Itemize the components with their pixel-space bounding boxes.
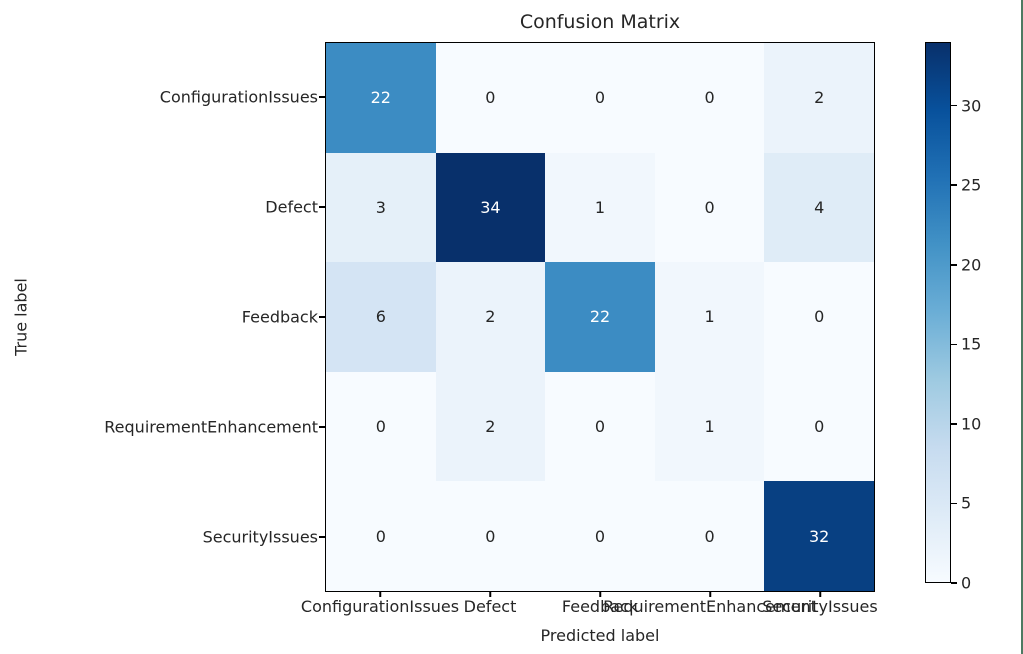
x-tick-mark <box>599 592 601 597</box>
matrix-cell: 0 <box>654 43 765 153</box>
window-edge-line <box>1021 0 1023 654</box>
colorbar-tick-mark <box>951 343 957 346</box>
x-tick-label: Feedback <box>561 597 639 616</box>
colorbar-gradient <box>926 43 950 582</box>
x-axis-label: Predicted label <box>540 626 660 645</box>
matrix-cell: 0 <box>545 371 655 482</box>
matrix-cell: 22 <box>326 43 436 153</box>
matrix-cell: 0 <box>435 481 546 591</box>
matrix-cell: 34 <box>435 152 546 263</box>
matrix-cell: 3 <box>326 152 436 263</box>
colorbar-tick-mark <box>951 264 957 266</box>
y-tick-label: RequirementEnhancement <box>104 417 318 437</box>
matrix-cell: 0 <box>326 481 436 591</box>
colorbar-tick-mark <box>951 582 957 584</box>
matrix-cell: 32 <box>764 481 874 591</box>
matrix-cell: 1 <box>654 371 765 482</box>
y-tick-label: Defect <box>265 197 318 217</box>
y-axis-label: True label <box>11 278 31 356</box>
x-tick-mark <box>819 592 821 597</box>
colorbar-tick-label: 15 <box>961 334 982 354</box>
colorbar-tick-label: 20 <box>961 255 982 275</box>
matrix-cell: 2 <box>435 262 546 372</box>
y-tick-label: SecurityIssues <box>202 527 318 547</box>
matrix-cell: 2 <box>764 43 874 153</box>
colorbar-tick-label: 5 <box>961 493 972 513</box>
matrix-cell: 0 <box>545 43 655 153</box>
y-tick-mark <box>319 426 325 428</box>
x-tick-label: SecurityIssues <box>762 597 878 616</box>
matrix-cell: 0 <box>654 152 765 263</box>
colorbar <box>925 42 951 583</box>
colorbar-tick-label: 30 <box>961 96 982 116</box>
colorbar-tick-label: 25 <box>961 175 982 195</box>
matrix-cell: 0 <box>545 481 655 591</box>
colorbar-tick-label: 0 <box>961 573 972 593</box>
matrix-cell: 4 <box>764 152 874 263</box>
colorbar-tick-label: 10 <box>961 414 982 434</box>
y-tick-label: ConfigurationIssues <box>159 87 318 107</box>
y-tick-mark <box>319 96 325 98</box>
matrix-cell: 0 <box>326 371 436 482</box>
matrix-cell: 0 <box>435 43 546 153</box>
colorbar-tick-mark <box>951 184 957 186</box>
colorbar-tick-mark <box>951 104 957 107</box>
y-tick-label: Feedback <box>241 307 318 327</box>
matrix-cell: 22 <box>545 262 655 372</box>
matrix-cell: 1 <box>654 262 765 372</box>
y-tick-mark <box>319 206 325 208</box>
matrix-cell: 6 <box>326 262 436 372</box>
matrix-cell: 0 <box>764 262 874 372</box>
chart-title: Confusion Matrix <box>519 11 681 33</box>
matrix-cell: 0 <box>764 371 874 482</box>
y-tick-mark <box>319 536 325 538</box>
y-tick-mark <box>319 316 325 318</box>
x-tick-mark <box>709 592 711 597</box>
matrix-cell: 2 <box>435 371 546 482</box>
colorbar-tick-mark <box>951 502 957 505</box>
x-tick-label: RequirementEnhancement <box>603 597 817 616</box>
x-tick-label: Defect <box>463 597 517 616</box>
heatmap-grid: 22 0 0 0 2 3 34 1 0 4 6 2 22 1 0 0 2 0 1 0 0 0 0 0 32 <box>325 42 875 592</box>
x-tick-mark <box>379 592 381 597</box>
x-tick-mark <box>489 592 491 597</box>
matrix-cell: 0 <box>654 481 765 591</box>
matrix-cell: 1 <box>545 152 655 263</box>
colorbar-tick-mark <box>951 423 957 425</box>
x-tick-label: ConfigurationIssues <box>300 597 460 616</box>
